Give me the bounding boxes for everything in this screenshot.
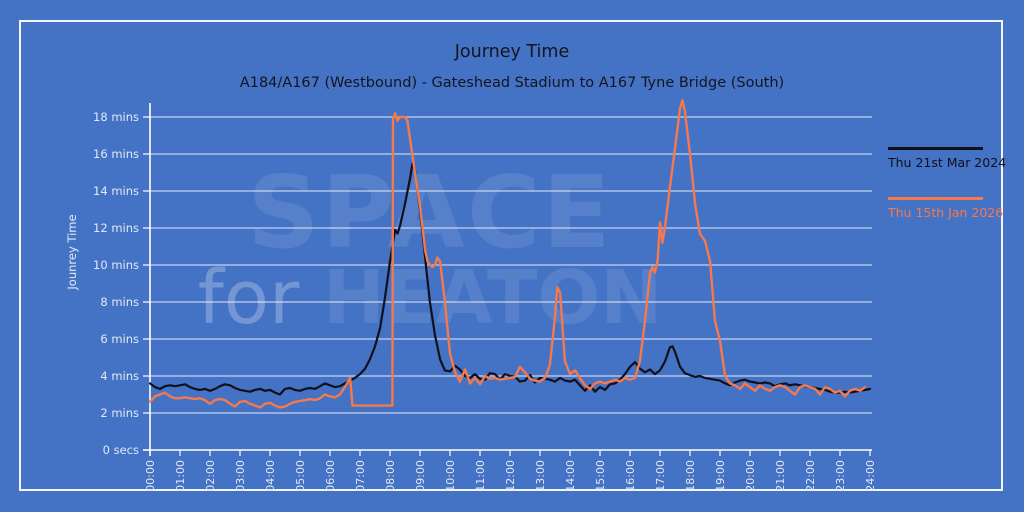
y-tick-label: 8 mins xyxy=(100,295,139,309)
series-line-0 xyxy=(148,162,872,396)
y-axis-title: Jounrey Time xyxy=(65,214,79,290)
y-tick-label: 18 mins xyxy=(93,110,139,124)
x-tick-label: 09:00 xyxy=(414,460,427,492)
x-tick-label: 10:00 xyxy=(444,460,457,492)
watermark: SPACE for HEATON xyxy=(140,154,720,336)
watermark-space: SPACE xyxy=(247,154,613,271)
chart-title: Journey Time xyxy=(454,42,570,62)
legend-swatch-2026 xyxy=(888,197,983,200)
x-tick-label: 00:00 xyxy=(144,460,157,492)
x-tick-label: 06:00 xyxy=(324,460,337,492)
y-tick-label: 12 mins xyxy=(93,221,139,235)
watermark-for-heaton: for HEATON xyxy=(140,261,720,335)
x-tick-label: 04:00 xyxy=(264,460,277,492)
y-tick-label: 6 mins xyxy=(100,332,139,346)
series-line-1 xyxy=(148,99,867,409)
x-tick-label: 14:00 xyxy=(564,460,577,492)
y-tick-label: 0 secs xyxy=(103,443,139,457)
x-tick-label: 08:00 xyxy=(384,460,397,492)
x-tick-label: 16:00 xyxy=(624,460,637,492)
x-tick-label: 02:00 xyxy=(204,460,217,492)
chart-subtitle: A184/A167 (Westbound) - Gateshead Stadiu… xyxy=(239,75,785,91)
x-tick-label: 12:00 xyxy=(504,460,517,492)
x-tick-label: 23:00 xyxy=(834,460,847,492)
x-tick-label: 07:00 xyxy=(354,460,367,492)
y-tick-label: 16 mins xyxy=(93,147,139,161)
x-tick-label: 19:00 xyxy=(714,460,727,492)
x-tick-label: 24:00 xyxy=(864,460,877,492)
x-tick-label: 03:00 xyxy=(234,460,247,492)
legend-item-2024: Thu 21st Mar 2024 xyxy=(888,147,1008,170)
y-tick-label: 4 mins xyxy=(100,369,139,383)
y-tick-label: 2 mins xyxy=(100,406,139,420)
x-tick-label: 05:00 xyxy=(294,460,307,492)
x-tick-label: 11:00 xyxy=(474,460,487,492)
x-tick-label: 20:00 xyxy=(744,460,757,492)
x-tick-label: 01:00 xyxy=(174,460,187,492)
watermark-for: for xyxy=(197,255,300,341)
x-tick-label: 13:00 xyxy=(534,460,547,492)
legend-label-2026: Thu 15th Jan 2026 xyxy=(888,205,1004,220)
legend-label-2024: Thu 21st Mar 2024 xyxy=(888,155,1007,170)
x-tick-label: 18:00 xyxy=(684,460,697,492)
x-tick-label: 22:00 xyxy=(804,460,817,492)
y-tick-label: 14 mins xyxy=(93,184,139,198)
x-tick-label: 17:00 xyxy=(654,460,667,492)
legend-swatch-2024 xyxy=(888,147,983,150)
y-tick-label: 10 mins xyxy=(93,258,139,272)
legend-item-2026: Thu 15th Jan 2026 xyxy=(888,197,1008,220)
watermark-heaton: HEATON xyxy=(322,255,663,341)
x-tick-label: 21:00 xyxy=(774,460,787,492)
chart-frame xyxy=(19,20,1003,491)
x-tick-label: 15:00 xyxy=(594,460,607,492)
